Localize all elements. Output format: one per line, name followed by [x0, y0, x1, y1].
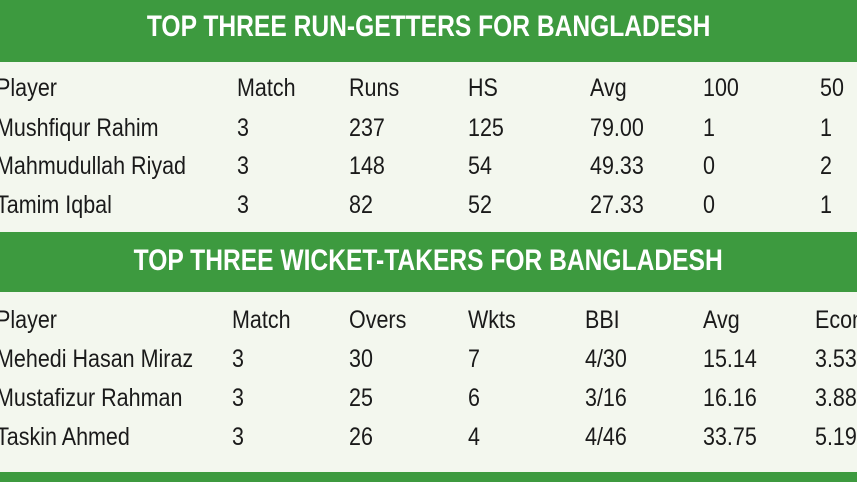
stat-cell: 27.33	[590, 191, 644, 219]
stat-cell: 3	[237, 191, 249, 219]
stat-cell: 1	[820, 191, 832, 219]
stat-cell: 3	[237, 152, 249, 180]
stat-cell: 16.16	[703, 384, 757, 412]
header-band	[0, 0, 857, 62]
stat-cell: 25	[349, 384, 373, 412]
player-name: Mahmudullah Riyad	[0, 152, 187, 180]
column-header: Overs	[349, 306, 407, 334]
stat-cell: 4/30	[585, 345, 627, 373]
column-header: Player	[0, 74, 57, 102]
stat-cell: 30	[349, 345, 373, 373]
stat-cell: 3	[232, 384, 244, 412]
column-header: HS	[468, 74, 498, 102]
stat-cell: 7	[468, 345, 480, 373]
stat-cell: 26	[349, 423, 373, 451]
stat-cell: 5.19	[815, 423, 857, 451]
stat-cell: 54	[468, 152, 492, 180]
stat-cell: 3.88	[815, 384, 857, 412]
stat-cell: 3/16	[585, 384, 627, 412]
column-header: Avg	[703, 306, 740, 334]
column-header: Player	[0, 306, 57, 334]
player-name: Mustafizur Rahman	[0, 384, 183, 412]
header-band	[0, 232, 857, 292]
stat-cell: 148	[349, 152, 385, 180]
column-header: Match	[232, 306, 291, 334]
player-name: Taskin Ahmed	[0, 423, 130, 451]
stat-cell: 1	[820, 114, 832, 142]
stat-cell: 82	[349, 191, 373, 219]
title-text: TOP THREE RUN-GETTERS FOR BANGLADESH	[146, 10, 711, 43]
column-header: Match	[237, 74, 296, 102]
column-header: BBI	[585, 306, 620, 334]
stat-cell: 237	[349, 114, 385, 142]
footer-band	[0, 472, 857, 482]
stat-cell: 4/46	[585, 423, 627, 451]
stat-cell: 6	[468, 384, 480, 412]
stat-cell: 3.53	[815, 345, 857, 373]
column-header: Econ	[815, 306, 857, 334]
stat-cell: 1	[703, 114, 715, 142]
column-header: Wkts	[468, 306, 516, 334]
column-header: Runs	[349, 74, 400, 102]
stat-cell: 15.14	[703, 345, 757, 373]
stat-cell: 3	[237, 114, 249, 142]
stat-cell: 49.33	[590, 152, 644, 180]
stat-cell: 3	[232, 423, 244, 451]
player-name: Tamim Iqbal	[0, 191, 112, 219]
column-header: 100	[703, 74, 739, 102]
player-name: Mushfiqur Rahim	[0, 114, 159, 142]
stat-cell: 2	[820, 152, 832, 180]
stat-cell: 0	[703, 152, 715, 180]
stat-cell: 52	[468, 191, 492, 219]
column-header: 50	[820, 74, 844, 102]
stat-cell: 33.75	[703, 423, 757, 451]
player-name: Mehedi Hasan Miraz	[0, 345, 194, 373]
title-text: TOP THREE WICKET-TAKERS FOR BANGLADESH	[133, 244, 724, 277]
stat-cell: 0	[703, 191, 715, 219]
stat-cell: 4	[468, 423, 480, 451]
stat-cell: 3	[232, 345, 244, 373]
section-title: TOP THREE RUN-GETTERS FOR BANGLADESH	[0, 10, 857, 44]
section-title: TOP THREE WICKET-TAKERS FOR BANGLADESH	[0, 244, 857, 278]
column-header: Avg	[590, 74, 627, 102]
stat-cell: 79.00	[590, 114, 644, 142]
stat-cell: 125	[468, 114, 504, 142]
